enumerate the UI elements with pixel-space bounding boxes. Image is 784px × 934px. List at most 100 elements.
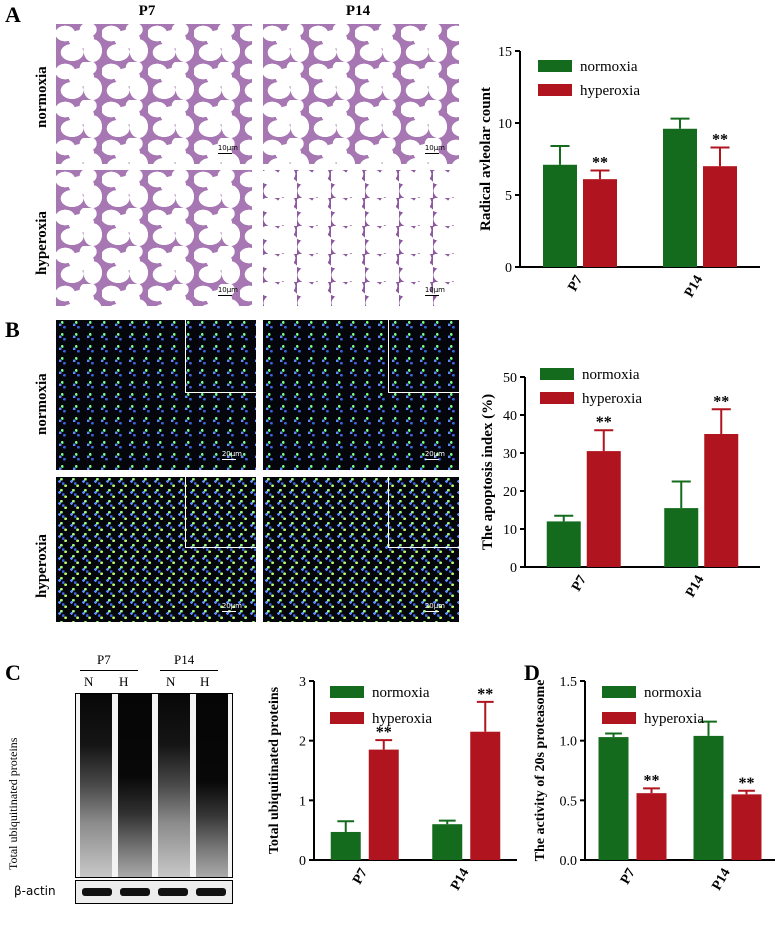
legend-swatch-normoxia: [602, 686, 636, 698]
bar-hyperoxia-p7: [583, 179, 617, 267]
panel-letter-b: B: [5, 317, 20, 342]
bar-hyperoxia-p14: [704, 434, 739, 567]
legend-label-hyperoxia: hyperoxia: [644, 711, 704, 727]
y-tick-label: 1.0: [560, 735, 578, 750]
tunel-image-normoxia-p7: 20μm: [56, 320, 256, 470]
lane-label: H: [119, 674, 129, 689]
bar-normoxia-p14: [432, 824, 463, 860]
chart-apoptosis-index: 0 10 20 30 40 50 The apoptosis index (%) ** P7 **…: [480, 367, 760, 600]
y-tick-label: 0: [505, 261, 512, 276]
western-blot-ubiquitin: [75, 693, 233, 878]
scale-bar: 20μm: [424, 602, 445, 612]
scale-bar: 20μm: [221, 450, 242, 460]
y-tick-label: 5: [505, 189, 512, 204]
bar-normoxia-p7: [598, 737, 629, 860]
inset-zoom: [185, 477, 256, 548]
row-header-hyperoxia-a: hyperoxia: [34, 211, 50, 275]
legend-swatch-hyperoxia: [602, 712, 636, 724]
significance-marker: **: [477, 686, 493, 703]
actin-band: [196, 888, 226, 896]
legend-swatch-hyperoxia: [540, 392, 574, 404]
group-underline: [80, 670, 138, 671]
blot-group-p7: P7: [97, 652, 111, 667]
y-tick-label: 1.5: [560, 675, 578, 690]
scale-bar: 10μm: [217, 144, 238, 154]
x-tick-label: P14: [682, 273, 706, 300]
y-axis-label: Radical avleolar count: [478, 87, 494, 231]
significance-marker: **: [644, 772, 660, 789]
inset-zoom: [388, 320, 459, 393]
y-tick-label: 50: [503, 371, 517, 386]
tunel-image-hyperoxia-p14: 20μm: [263, 477, 459, 622]
legend-label-normoxia: normoxia: [644, 685, 702, 701]
bar-normoxia-p14: [693, 735, 724, 860]
x-tick-label: P7: [565, 273, 586, 294]
scale-bar: 20μm: [424, 450, 445, 460]
legend-label-normoxia: normoxia: [582, 367, 640, 383]
lane-label: N: [166, 674, 176, 689]
x-tick-label: P14: [448, 866, 472, 893]
lane-label: N: [84, 674, 94, 689]
tunel-image-hyperoxia-p7: 20μm: [56, 477, 256, 622]
y-tick-label: 0: [510, 561, 517, 576]
row-header-hyperoxia-b: hyperoxia: [34, 534, 50, 598]
actin-band: [82, 888, 112, 896]
col-header-p14: P14: [345, 3, 371, 19]
bar-hyperoxia-p7: [368, 749, 399, 860]
legend-label-normoxia: normoxia: [372, 685, 430, 701]
col-header-p7: P7: [138, 3, 156, 19]
blot-lane: [118, 694, 152, 877]
bar-hyperoxia-p7: [586, 451, 621, 567]
bar-hyperoxia-p14: [470, 731, 501, 860]
blot-group-p14: P14: [174, 652, 195, 667]
x-tick-label: P7: [618, 866, 639, 887]
y-tick-label: 3: [299, 675, 306, 690]
actin-band: [158, 888, 188, 896]
row-header-normoxia-a: normoxia: [34, 66, 50, 128]
y-tick-label: 20: [503, 485, 517, 500]
bar-normoxia-p7: [330, 831, 361, 860]
y-tick-label: 2: [299, 735, 306, 750]
x-tick-label: P7: [569, 573, 590, 594]
y-tick-label: 0: [299, 854, 306, 869]
blot-lane: [196, 694, 228, 877]
row-header-normoxia-b: normoxia: [34, 373, 50, 435]
scale-bar: 10μm: [424, 286, 445, 296]
lane-label: H: [200, 674, 210, 689]
panel-letter-c: C: [5, 660, 21, 685]
significance-marker: **: [376, 724, 392, 741]
chart-total-ubiquitinated: 0 1 2 3 Total ubiquitinated proteins ** P7 ** P1…: [267, 675, 517, 893]
y-axis-label: Total ubiquitinated proteins: [267, 686, 282, 854]
bar-normoxia-p14: [663, 128, 697, 267]
legend-swatch-hyperoxia: [330, 712, 364, 724]
bar-normoxia-p7: [546, 521, 581, 567]
bar-hyperoxia-p14: [703, 166, 737, 267]
significance-marker: **: [596, 414, 612, 431]
y-tick-label: 30: [503, 447, 517, 462]
inset-zoom: [185, 320, 256, 393]
x-tick-label: P14: [683, 573, 707, 600]
scale-bar: 20μm: [221, 602, 242, 612]
y-axis-label: The apoptosis index (%): [480, 394, 496, 550]
significance-marker: **: [592, 155, 608, 172]
panel-letter-d: D: [524, 660, 540, 685]
loading-control-label: β-actin: [14, 884, 56, 898]
panel-letter-a: A: [5, 2, 21, 27]
inset-zoom: [388, 477, 459, 548]
blot-lane: [158, 694, 190, 877]
y-tick-label: 0.0: [560, 854, 578, 869]
actin-band: [120, 888, 150, 896]
y-tick-label: 1: [299, 794, 306, 809]
chart-20s-proteasome: 0.0 0.5 1.0 1.5 The activity of 20s proteaso…: [533, 675, 775, 893]
y-tick-label: 40: [503, 409, 517, 424]
y-tick-label: 10: [503, 523, 517, 538]
y-tick-label: 10: [498, 117, 512, 132]
blot-lane: [80, 694, 112, 877]
y-tick-label: 15: [498, 45, 512, 60]
legend-swatch-normoxia: [540, 368, 574, 380]
legend-swatch-normoxia: [538, 60, 572, 72]
he-image-hyperoxia-p14: 10μm: [263, 170, 459, 306]
significance-marker: **: [739, 775, 755, 792]
bar-normoxia-p7: [543, 164, 577, 267]
group-underline: [160, 670, 218, 671]
